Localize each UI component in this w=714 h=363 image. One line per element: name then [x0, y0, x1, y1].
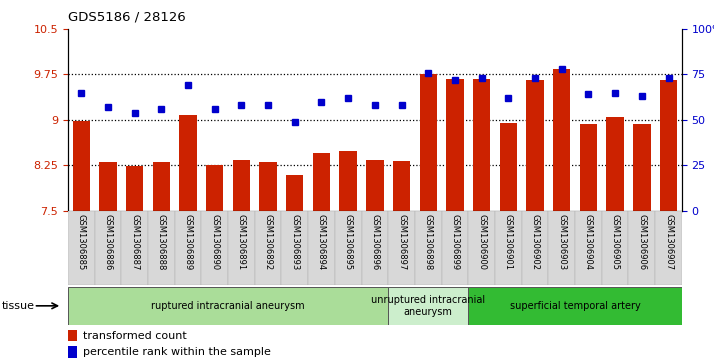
Bar [575, 211, 602, 285]
Bar [388, 211, 415, 285]
Bar [420, 74, 437, 211]
Text: GSM1306895: GSM1306895 [343, 214, 353, 270]
Bar [206, 164, 223, 211]
Bar [548, 211, 575, 285]
Bar [233, 160, 250, 211]
Text: GSM1306891: GSM1306891 [237, 214, 246, 270]
Bar [500, 123, 517, 211]
Bar [339, 151, 357, 211]
Bar [446, 79, 463, 211]
Bar [286, 175, 303, 211]
Bar [366, 160, 383, 211]
Bar [602, 211, 628, 285]
Bar [495, 211, 522, 285]
Text: GSM1306889: GSM1306889 [183, 214, 193, 270]
Text: transformed count: transformed count [83, 331, 187, 341]
Bar [633, 124, 650, 211]
Text: GSM1306892: GSM1306892 [263, 214, 273, 270]
Bar [660, 80, 677, 211]
Text: tissue: tissue [2, 301, 35, 311]
Text: GSM1306905: GSM1306905 [610, 214, 620, 270]
Bar [179, 115, 196, 211]
Bar [68, 211, 94, 285]
FancyBboxPatch shape [468, 287, 682, 325]
Bar [361, 211, 388, 285]
Bar [201, 211, 228, 285]
Bar [468, 211, 495, 285]
Text: GSM1306902: GSM1306902 [531, 214, 540, 270]
Bar [94, 211, 121, 285]
Text: GSM1306898: GSM1306898 [423, 214, 433, 270]
Bar [153, 162, 170, 211]
Text: GSM1306903: GSM1306903 [557, 214, 566, 270]
Bar [522, 211, 548, 285]
Bar [628, 211, 655, 285]
Text: superficial temporal artery: superficial temporal artery [510, 301, 640, 311]
FancyBboxPatch shape [388, 287, 468, 325]
Text: ruptured intracranial aneurysm: ruptured intracranial aneurysm [151, 301, 305, 311]
Text: GSM1306899: GSM1306899 [451, 214, 459, 270]
Bar [415, 211, 441, 285]
Text: GSM1306885: GSM1306885 [76, 214, 86, 270]
Text: GSM1306893: GSM1306893 [291, 214, 299, 270]
Bar [148, 211, 175, 285]
Text: GSM1306907: GSM1306907 [664, 214, 673, 270]
Bar [73, 121, 90, 211]
Bar [121, 211, 148, 285]
Text: GSM1306894: GSM1306894 [317, 214, 326, 270]
Bar [313, 153, 330, 211]
Bar [335, 211, 361, 285]
Text: GSM1306888: GSM1306888 [157, 214, 166, 271]
FancyBboxPatch shape [68, 287, 388, 325]
Text: percentile rank within the sample: percentile rank within the sample [83, 347, 271, 357]
Text: GSM1306901: GSM1306901 [504, 214, 513, 270]
Bar [473, 79, 491, 211]
Bar [281, 211, 308, 285]
Bar [441, 211, 468, 285]
Bar [175, 211, 201, 285]
Text: GSM1306904: GSM1306904 [584, 214, 593, 270]
Bar [228, 211, 255, 285]
Bar [655, 211, 682, 285]
Bar [606, 117, 624, 211]
Bar [393, 161, 411, 211]
Bar [553, 69, 570, 211]
Bar [308, 211, 335, 285]
Bar [68, 346, 77, 358]
Text: GSM1306890: GSM1306890 [210, 214, 219, 270]
Text: GSM1306897: GSM1306897 [397, 214, 406, 270]
Text: GSM1306887: GSM1306887 [130, 214, 139, 271]
Text: unruptured intracranial
aneurysm: unruptured intracranial aneurysm [371, 295, 486, 317]
Bar [68, 330, 77, 341]
Text: GSM1306886: GSM1306886 [104, 214, 112, 271]
Bar [580, 124, 597, 211]
Bar [259, 162, 277, 211]
Bar [126, 166, 144, 211]
Text: GSM1306900: GSM1306900 [477, 214, 486, 270]
Bar [99, 162, 116, 211]
Bar [255, 211, 281, 285]
Text: GDS5186 / 28126: GDS5186 / 28126 [68, 11, 186, 24]
Text: GSM1306896: GSM1306896 [371, 214, 379, 270]
Bar [526, 80, 543, 211]
Text: GSM1306906: GSM1306906 [638, 214, 646, 270]
